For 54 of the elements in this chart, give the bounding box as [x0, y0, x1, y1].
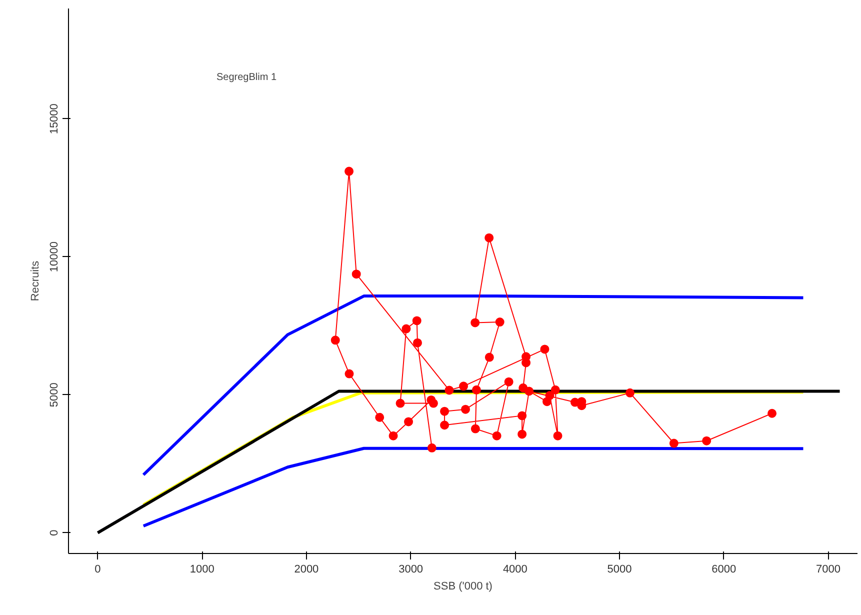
point [440, 406, 450, 416]
point [470, 318, 480, 328]
point [540, 344, 550, 354]
x-tick-label: 1000 [190, 564, 214, 576]
point [768, 408, 777, 418]
y-axis-title: Recruits [30, 260, 42, 302]
point [461, 404, 470, 414]
point [330, 336, 340, 345]
point [352, 270, 361, 279]
point [470, 424, 480, 434]
point [484, 233, 494, 242]
point [444, 386, 454, 395]
point [412, 338, 422, 348]
point [472, 385, 481, 394]
point [440, 420, 450, 430]
x-tick-label: 5000 [607, 564, 632, 576]
point [702, 436, 712, 446]
y-tick-label: 5000 [48, 382, 60, 408]
x-tick-label: 6000 [712, 564, 736, 576]
point [542, 397, 552, 406]
point [518, 430, 527, 439]
point [669, 438, 678, 448]
point [388, 431, 398, 440]
y-tick-label: 15000 [48, 104, 60, 134]
y-tick-label: 0 [48, 530, 60, 536]
x-tick-label: 3000 [398, 564, 424, 576]
x-tick-label: 7000 [816, 564, 841, 576]
point [427, 443, 436, 452]
point [375, 412, 384, 422]
point [492, 431, 502, 440]
x-tick-label: 2000 [294, 564, 319, 576]
annotation: SegregBlim 1 [216, 72, 277, 83]
point [504, 377, 514, 386]
x-tick-label: 4000 [502, 564, 528, 576]
point [484, 352, 494, 362]
point [625, 388, 634, 398]
x-axis-title: SSB ('000 t) [434, 580, 492, 592]
point [402, 324, 411, 334]
point [495, 318, 504, 327]
point [426, 395, 436, 404]
point [404, 417, 414, 426]
point [344, 166, 354, 176]
y-tick-label: 10000 [48, 242, 60, 272]
point [344, 369, 354, 378]
point [412, 316, 422, 326]
point [553, 431, 562, 440]
x-tick-label: 0 [94, 564, 101, 576]
point [518, 411, 527, 420]
point [550, 385, 560, 394]
line-series [142, 294, 805, 476]
line-series [142, 446, 805, 528]
point [396, 398, 405, 408]
point [459, 382, 468, 391]
point [524, 386, 534, 396]
